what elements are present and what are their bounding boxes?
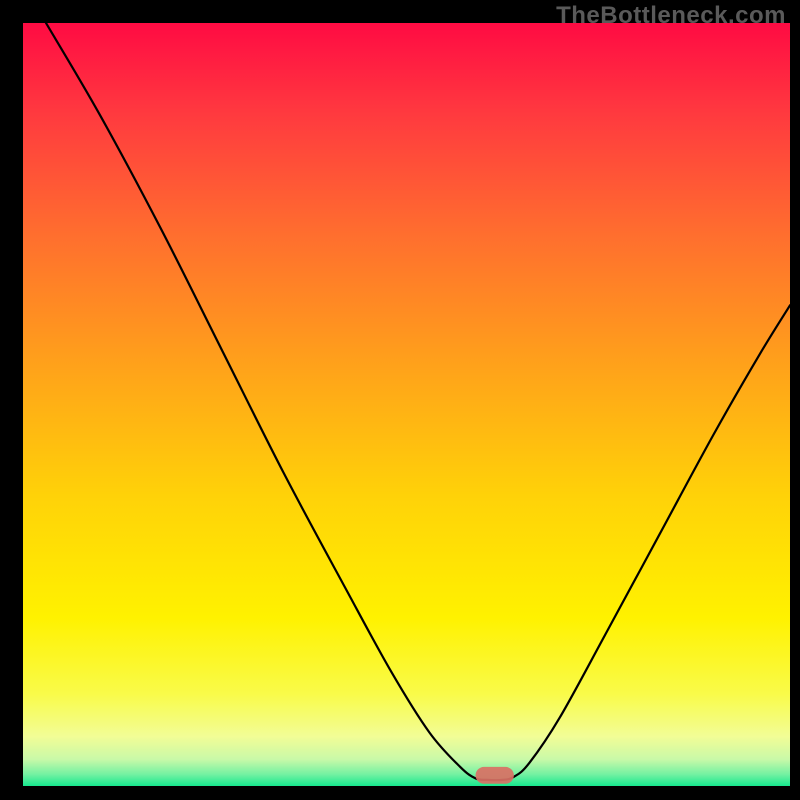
gradient-chart-svg xyxy=(23,23,790,786)
chart-container: TheBottleneck.com xyxy=(0,0,800,800)
watermark-text: TheBottleneck.com xyxy=(556,2,786,30)
optimal-marker xyxy=(476,767,514,784)
gradient-background xyxy=(23,23,790,786)
plot-area xyxy=(23,23,790,786)
